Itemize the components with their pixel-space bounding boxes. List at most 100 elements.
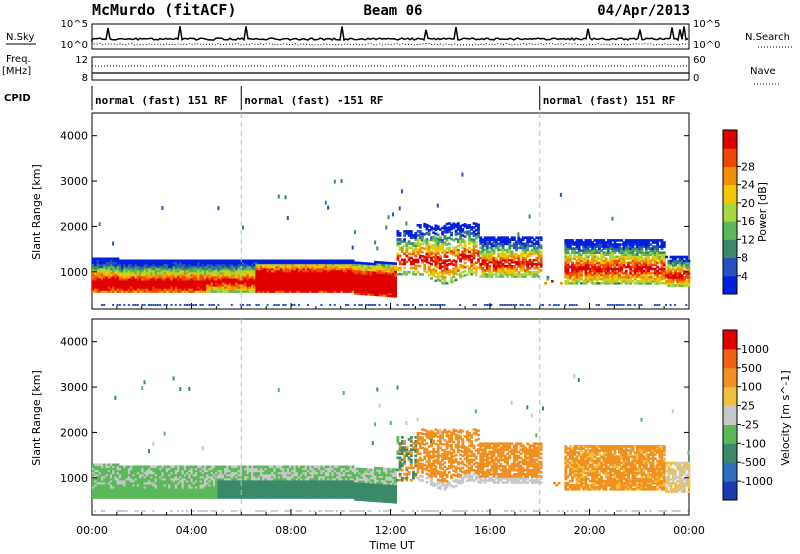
data-cell (513, 304, 515, 306)
data-cell (379, 304, 381, 306)
data-cell (200, 304, 202, 306)
data-cell (665, 304, 667, 306)
data-cell (103, 510, 105, 512)
data-cell (128, 304, 130, 306)
data-cell (408, 304, 410, 306)
data-cell (502, 304, 504, 306)
data-cell (148, 304, 150, 306)
data-cell (609, 304, 611, 306)
data-cell (276, 304, 278, 306)
data-cell (625, 270, 628, 273)
data-cell (345, 304, 347, 306)
data-cell (166, 304, 168, 306)
data-cell (464, 235, 467, 238)
data-cell (569, 304, 571, 306)
data-cell (513, 236, 516, 239)
noise-tick-left-top: 10^5 (61, 19, 88, 30)
data-cell (135, 510, 137, 512)
data-cell (334, 304, 336, 306)
data-cell (361, 304, 363, 306)
data-cell (193, 304, 195, 306)
data-cell (273, 304, 275, 306)
y-tick-label: 1000 (60, 266, 88, 279)
data-cell (152, 510, 154, 512)
n-sky-label: N.Sky (6, 32, 34, 43)
data-cell (419, 304, 421, 306)
data-cell (408, 271, 411, 274)
data-cell (117, 510, 119, 512)
data-cell (477, 224, 480, 227)
data-cell (419, 265, 422, 268)
data-cell (119, 304, 121, 306)
data-cell (540, 245, 543, 248)
data-cell (506, 304, 508, 306)
data-cell (117, 304, 119, 306)
data-cell (435, 304, 437, 306)
data-cell (367, 304, 369, 306)
data-cell (327, 206, 329, 210)
data-cell (247, 304, 249, 306)
data-cell (135, 304, 137, 306)
data-cell (517, 232, 519, 236)
data-cell (558, 304, 560, 306)
data-cell (437, 204, 439, 208)
data-cell (399, 232, 402, 235)
data-cell (437, 304, 439, 306)
data-cell (370, 304, 372, 306)
data-cell (665, 256, 668, 259)
data-cell (620, 304, 622, 306)
data-cell (437, 225, 440, 228)
data-cell (421, 238, 423, 242)
radar-figure: McMurdo (fitACF) Beam 06 04/Apr/2013 N.S… (0, 0, 800, 554)
data-cell (529, 215, 531, 219)
data-cell (551, 280, 554, 283)
data-cell (564, 304, 566, 306)
data-cell (457, 249, 460, 252)
data-cell (439, 304, 441, 306)
data-cell (410, 230, 413, 233)
data-cell (399, 267, 402, 270)
data-cell (448, 247, 451, 250)
data-cell (403, 238, 406, 241)
data-cell (614, 304, 616, 306)
data-cell (150, 304, 152, 306)
data-cell (161, 206, 163, 210)
cpid-segment-label: normal (fast) 151 RF (543, 94, 675, 107)
data-cell (195, 304, 197, 306)
data-cell (576, 304, 578, 306)
data-cell (549, 304, 551, 306)
data-cell (464, 262, 467, 265)
data-cell (186, 304, 188, 306)
data-cell (446, 282, 449, 285)
data-cell (123, 304, 125, 306)
data-cell (405, 304, 407, 306)
data-cell (137, 510, 139, 512)
data-cell (255, 304, 257, 306)
data-cell (285, 304, 287, 306)
data-cell (119, 510, 121, 512)
data-cell (347, 304, 349, 306)
data-cell (242, 304, 244, 306)
data-cell (392, 212, 394, 216)
data-cell (448, 243, 451, 246)
data-cell (112, 242, 114, 246)
data-cell (508, 304, 510, 306)
data-cell (441, 304, 443, 306)
data-cell (674, 304, 676, 306)
data-cell (188, 304, 190, 306)
data-cell (294, 304, 296, 306)
data-cell (623, 304, 625, 306)
data-cell (560, 282, 563, 285)
power-data-cells (92, 113, 690, 309)
data-cell (688, 276, 691, 279)
data-cell (394, 262, 397, 265)
data-cell (511, 304, 513, 306)
freq-tick-bottom: 8 (82, 73, 88, 84)
data-cell (437, 234, 440, 237)
data-cell (101, 510, 103, 512)
data-cell (320, 304, 322, 306)
data-cell (164, 432, 166, 436)
data-cell (376, 246, 378, 250)
data-cell (641, 304, 643, 306)
